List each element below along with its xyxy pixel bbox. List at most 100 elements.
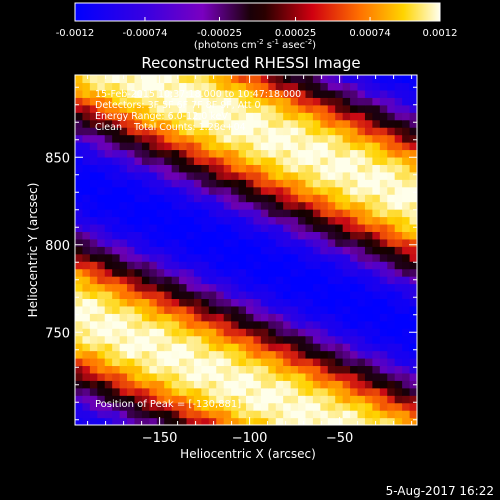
heatmap-cell [298, 328, 307, 337]
heatmap-cell [372, 104, 381, 113]
heatmap-cell [149, 387, 158, 396]
heatmap-cell [156, 171, 165, 180]
heatmap-cell [246, 201, 255, 210]
heatmap-cell [357, 283, 366, 292]
heatmap-cell [134, 231, 143, 240]
heatmap-cell [238, 305, 247, 314]
heatmap-cell [335, 89, 344, 98]
heatmap-cell [246, 134, 255, 143]
heatmap-cell [141, 89, 150, 98]
heatmap-cell [201, 209, 210, 218]
heatmap-cell [156, 194, 165, 203]
heatmap-cell [357, 305, 366, 314]
heatmap-cell [246, 104, 255, 113]
heatmap-cell [156, 261, 165, 270]
heatmap-cell [364, 261, 373, 270]
heatmap-cell [312, 186, 321, 195]
colorbar-ticks: -0.0012 -0.00074 -0.00025 0.00025 0.00074 0.0… [56, 17, 458, 39]
heatmap-cell [208, 223, 217, 232]
heatmap-cell [208, 89, 217, 98]
heatmap-cell [312, 298, 321, 307]
heatmap-cell [350, 164, 359, 173]
heatmap-cell [134, 320, 143, 329]
heatmap-cell [112, 387, 121, 396]
heatmap-cell [134, 357, 143, 367]
heatmap-cell [290, 97, 299, 106]
heatmap-cell [223, 142, 232, 151]
heatmap-cell [238, 149, 247, 158]
heatmap-cell [327, 410, 336, 419]
heatmap-cell [364, 186, 373, 195]
heatmap-cell [379, 417, 388, 425]
heatmap-cell [156, 164, 165, 173]
heatmap-cell [260, 320, 269, 329]
heatmap-cell [164, 97, 173, 106]
heatmap-cell [364, 112, 373, 121]
colorbar-tick-label: 0.0012 [423, 28, 458, 39]
heatmap-cell [238, 283, 247, 292]
heatmap-cell [327, 164, 336, 173]
heatmap-cell [260, 298, 269, 307]
heatmap-cell [268, 380, 277, 389]
heatmap-cell [305, 343, 314, 352]
heatmap-cell [238, 276, 247, 285]
heatmap-cell [275, 171, 284, 180]
heatmap-cell [208, 75, 217, 84]
heatmap-cell [372, 298, 381, 307]
heatmap-cell [409, 179, 417, 188]
heatmap-cell [298, 343, 307, 352]
heatmap-cell [283, 402, 292, 411]
heatmap-cell [342, 298, 351, 307]
heatmap-cell [298, 335, 307, 344]
heatmap-cell [275, 194, 284, 203]
heatmap-cell [231, 276, 240, 285]
heatmap-cell [216, 186, 225, 195]
heatmap-cell [327, 82, 336, 91]
heatmap-cell [156, 320, 165, 329]
heatmap-cell [75, 238, 84, 247]
heatmap-cell [156, 350, 165, 359]
heatmap-cell [164, 410, 173, 419]
heatmap-cell [134, 298, 143, 307]
heatmap-cell [409, 410, 417, 419]
heatmap-cell [387, 246, 396, 255]
heatmap-cell [127, 298, 136, 307]
heatmap-cell [253, 194, 262, 203]
heatmap-cell [231, 82, 240, 91]
annotation-clean-counts: Clean Total Counts: 1.28e+04 [95, 122, 246, 133]
heatmap-cell [134, 142, 143, 151]
heatmap-cell [290, 149, 299, 158]
heatmap-cell [387, 216, 396, 225]
heatmap-cell [201, 186, 210, 195]
heatmap-cell [335, 261, 344, 270]
heatmap-cell [75, 350, 84, 359]
heatmap-cell [350, 261, 359, 270]
heatmap-cell [112, 171, 121, 180]
heatmap-cell [379, 313, 388, 322]
heatmap-cell [179, 164, 188, 173]
heatmap-cell [394, 164, 403, 173]
heatmap-cell [402, 313, 411, 322]
heatmap-cell [409, 82, 417, 91]
heatmap-cell [335, 372, 344, 381]
heatmap-cell [290, 75, 299, 84]
heatmap-cell [260, 357, 269, 367]
heatmap-cell [193, 343, 202, 352]
heatmap-cell [201, 395, 210, 404]
heatmap-cell [134, 164, 143, 173]
heatmap-cell [141, 223, 150, 232]
heatmap-cell [193, 372, 202, 381]
heatmap-cell [104, 201, 113, 210]
heatmap-cell [141, 320, 150, 329]
heatmap-cell [290, 89, 299, 98]
heatmap-cell [89, 276, 98, 285]
colorbar [74, 2, 441, 22]
heatmap-cell [305, 134, 314, 143]
heatmap-cell [97, 142, 106, 151]
heatmap-cell [164, 104, 173, 113]
heatmap-cell [298, 142, 307, 151]
heatmap-cell [156, 410, 165, 419]
heatmap-cell [104, 335, 113, 344]
heatmap-cell [350, 171, 359, 180]
y-tick-label: 850 [45, 151, 70, 166]
